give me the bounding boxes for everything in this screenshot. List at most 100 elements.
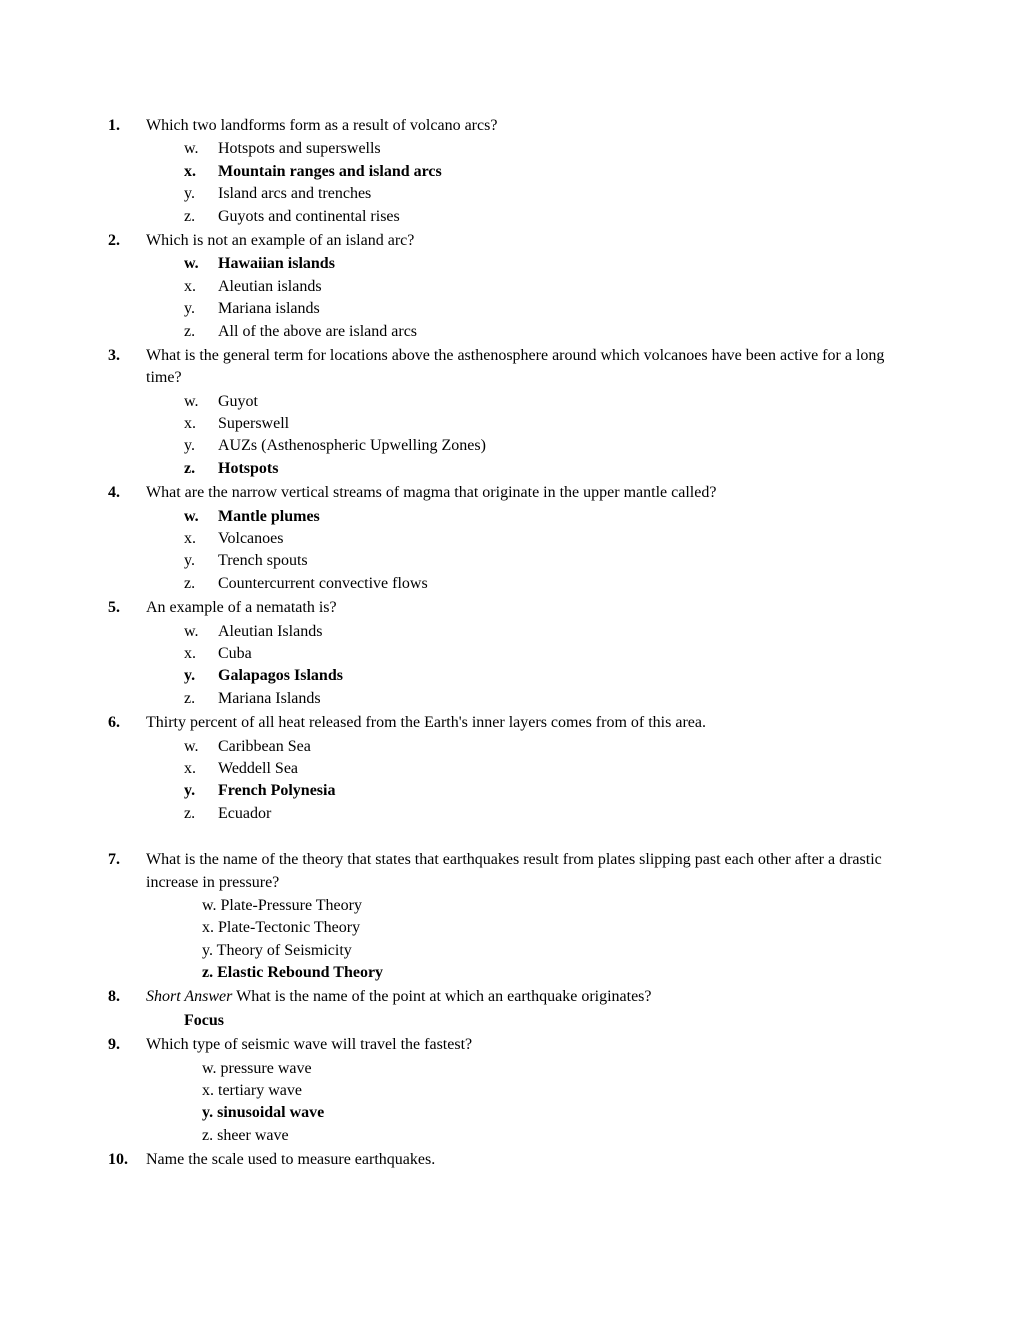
question-item: 8. Short Answer What is the name of the … [108,986,912,1032]
option-letter: w. [184,253,218,275]
question-text: Name the scale used to measure earthquak… [146,1149,912,1171]
option-text: y. sinusoidal wave [202,1102,324,1124]
option-text: Trench spouts [218,550,912,572]
option-text: w. pressure wave [202,1058,312,1080]
question-number: 8. [108,986,146,1032]
option-item: y. Theory of Seismicity [202,940,912,962]
option-item: x.Aleutian islands [184,276,912,298]
option-item: y.Trench spouts [184,550,912,572]
option-text: All of the above are island arcs [218,321,912,343]
question-list: 1. Which two landforms form as a result … [108,115,912,1173]
option-text: Hotspots and superswells [218,138,912,160]
option-text: Mariana islands [218,298,912,320]
option-letter: z. [184,573,218,595]
question-text: What is the name of the theory that stat… [146,849,912,894]
question-body: What is the general term for locations a… [146,345,912,480]
option-letter: w. [184,621,218,643]
question-body: Short Answer What is the name of the poi… [146,986,912,1032]
question-body: Which two landforms form as a result of … [146,115,912,228]
option-letter: w. [184,506,218,528]
question-number: 10. [108,1149,146,1172]
options-list: w.Hotspots and superswells x.Mountain ra… [146,138,912,228]
option-letter: y. [184,665,218,687]
question-body: Name the scale used to measure earthquak… [146,1149,912,1172]
question-text: Short Answer What is the name of the poi… [146,986,912,1008]
question-item: 3. What is the general term for location… [108,345,912,480]
option-letter: z. [184,206,218,228]
option-letter: w. [184,736,218,758]
option-item: z.Ecuador [184,803,912,825]
option-item: x. tertiary wave [202,1080,912,1102]
option-letter: x. [184,161,218,183]
option-item: z.Hotspots [184,458,912,480]
option-text: Weddell Sea [218,758,912,780]
option-item: x.Weddell Sea [184,758,912,780]
option-text: Island arcs and trenches [218,183,912,205]
option-item: w.Guyot [184,391,912,413]
option-letter: x. [184,276,218,298]
option-letter: w. [184,138,218,160]
options-list: w.Aleutian Islands x.Cuba y.Galapagos Is… [146,621,912,711]
question-text-part: What is the name of the point at which a… [232,988,651,1005]
option-text: Volcanoes [218,528,912,550]
option-text: Superswell [218,413,912,435]
option-text: Guyots and continental rises [218,206,912,228]
option-text: AUZs (Asthenospheric Upwelling Zones) [218,435,912,457]
options-list: w. pressure wave x. tertiary wave y. sin… [146,1058,912,1148]
options-list: w. Plate-Pressure Theory x. Plate-Tecton… [146,895,912,985]
question-text: Which is not an example of an island arc… [146,230,912,252]
option-item: x.Cuba [184,643,912,665]
option-text: Ecuador [218,803,912,825]
option-text: z. Elastic Rebound Theory [202,962,383,984]
option-item: x.Volcanoes [184,528,912,550]
question-number: 5. [108,597,146,710]
option-letter: z. [184,688,218,710]
option-item: x.Mountain ranges and island arcs [184,161,912,183]
option-letter: x. [184,758,218,780]
question-text: What are the narrow vertical streams of … [146,482,912,504]
question-number: 1. [108,115,146,228]
spacer [108,827,912,849]
option-item: w.Caribbean Sea [184,736,912,758]
option-letter: z. [184,458,218,480]
option-item: y.Mariana islands [184,298,912,320]
question-text: An example of a nematath is? [146,597,912,619]
option-item: z. Elastic Rebound Theory [202,962,912,984]
option-letter: y. [184,183,218,205]
option-item: w. Plate-Pressure Theory [202,895,912,917]
option-letter: y. [184,435,218,457]
options-list: w.Hawaiian islands x.Aleutian islands y.… [146,253,912,343]
question-item: 7. What is the name of the theory that s… [108,849,912,984]
option-text: z. sheer wave [202,1125,289,1147]
question-text: Which two landforms form as a result of … [146,115,912,137]
option-item: z. sheer wave [202,1125,912,1147]
option-text: x. Plate-Tectonic Theory [202,917,360,939]
option-item: y.French Polynesia [184,780,912,802]
option-text: Hawaiian islands [218,253,912,275]
question-number: 2. [108,230,146,343]
option-letter: z. [184,803,218,825]
option-item: z.Guyots and continental rises [184,206,912,228]
option-item: w. pressure wave [202,1058,912,1080]
option-text: Galapagos Islands [218,665,912,687]
option-letter: y. [184,298,218,320]
question-body: What is the name of the theory that stat… [146,849,912,984]
options-list: w.Caribbean Sea x.Weddell Sea y.French P… [146,736,912,826]
option-text: Mountain ranges and island arcs [218,161,912,183]
question-body: Which is not an example of an island arc… [146,230,912,343]
question-number: 4. [108,482,146,595]
option-text: Mantle plumes [218,506,912,528]
option-item: y.Galapagos Islands [184,665,912,687]
option-item: z.All of the above are island arcs [184,321,912,343]
answer-text: Focus [146,1010,912,1032]
question-body: An example of a nematath is? w.Aleutian … [146,597,912,710]
option-item: w.Hawaiian islands [184,253,912,275]
question-number: 9. [108,1034,146,1147]
option-text: w. Plate-Pressure Theory [202,895,362,917]
question-number: 6. [108,712,146,825]
option-item: x. Plate-Tectonic Theory [202,917,912,939]
option-text: x. tertiary wave [202,1080,302,1102]
option-text: Aleutian islands [218,276,912,298]
options-list: w.Guyot x.Superswell y.AUZs (Asthenosphe… [146,391,912,481]
question-item: 9. Which type of seismic wave will trave… [108,1034,912,1147]
